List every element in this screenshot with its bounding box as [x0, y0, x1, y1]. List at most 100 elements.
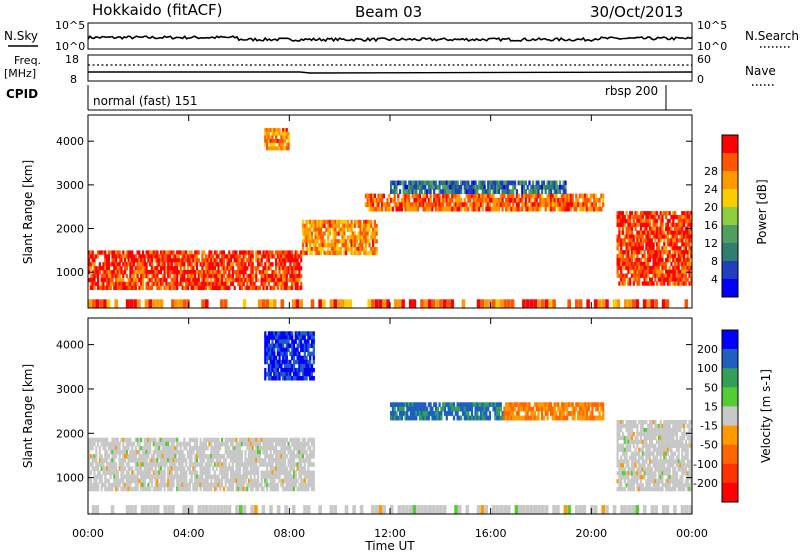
heatmap-cell	[203, 437, 206, 443]
heatmap-cell	[404, 189, 407, 194]
heatmap-cell	[185, 474, 188, 480]
heatmap-cell	[282, 258, 285, 263]
heatmap-cell	[488, 198, 492, 203]
heatmap-cell	[289, 445, 292, 451]
heatmap-cell	[194, 482, 197, 488]
heatmap-cell	[638, 230, 641, 235]
heatmap-cell	[276, 486, 279, 492]
heatmap-cell	[636, 246, 639, 251]
heatmap-cell	[431, 206, 434, 212]
heatmap-cell	[654, 265, 657, 271]
heatmap-cell	[541, 406, 544, 412]
heatmap-cell	[95, 454, 98, 459]
heatmap-cell	[309, 343, 312, 348]
heatmap-cell	[690, 273, 693, 278]
heatmap-cell	[309, 359, 312, 365]
heatmap-cell	[406, 193, 409, 199]
heatmap-cell	[497, 189, 501, 194]
heatmap-cell	[177, 262, 181, 267]
heatmap-cell	[625, 420, 628, 425]
heatmap-cell	[303, 445, 306, 451]
heatmap-cell	[168, 273, 172, 279]
heatmap-cell	[483, 402, 486, 408]
heatmap-cell	[530, 202, 533, 208]
heatmap-cell	[145, 281, 148, 287]
heatmap-cell	[280, 146, 283, 151]
heatmap-cell	[163, 458, 166, 463]
heatmap-cell	[602, 202, 605, 208]
heatmap-cell	[280, 131, 283, 136]
heatmap-cell	[397, 402, 400, 408]
heatmap-cell	[106, 458, 109, 463]
heatmap-cell	[345, 247, 348, 252]
heatmap-cell	[530, 206, 533, 212]
heatmap-cell	[106, 462, 109, 467]
heatmap-cell	[433, 184, 436, 190]
heatmap-cell	[106, 470, 109, 475]
heatmap-cell	[481, 411, 484, 416]
heatmap-cell	[226, 450, 229, 455]
heatmap-cell	[210, 437, 213, 443]
heatmap-cell	[280, 478, 283, 484]
heatmap-cell	[688, 215, 691, 220]
heatmap-cell	[291, 474, 294, 480]
heatmap-cell	[666, 238, 669, 243]
heatmap-cell	[316, 247, 319, 252]
heatmap-cell	[433, 198, 436, 203]
heatmap-cell	[670, 246, 673, 251]
noise-sky-trace	[87, 34, 693, 43]
heatmap-cell	[300, 478, 303, 484]
heatmap-cell	[560, 184, 563, 190]
heatmap-cell	[618, 261, 621, 267]
heatmap-cell	[562, 184, 565, 190]
heatmap-cell	[262, 441, 265, 447]
heatmap-cell	[310, 363, 314, 369]
heatmap-cell	[131, 458, 134, 463]
heatmap-cell	[294, 441, 297, 447]
heatmap-cell	[276, 347, 279, 353]
heatmap-cell	[490, 402, 493, 408]
heatmap-cell	[269, 299, 273, 308]
heatmap-cell	[111, 441, 114, 447]
heatmap-cell	[242, 266, 245, 271]
heatmap-cell	[478, 202, 481, 208]
heatmap-cell	[564, 402, 567, 408]
heatmap-cell	[107, 254, 110, 259]
heatmap-cell	[478, 198, 481, 203]
heatmap-cell	[97, 474, 100, 480]
heatmap-cell	[103, 299, 107, 308]
heatmap-cell	[147, 258, 150, 263]
heatmap-cell	[283, 139, 287, 143]
heatmap-cell	[661, 250, 664, 255]
heatmap-cell	[177, 258, 181, 263]
heatmap-cell	[170, 437, 173, 443]
heatmap-cell	[314, 239, 317, 244]
heatmap-cell	[197, 258, 200, 263]
heatmap-cell	[625, 447, 628, 452]
heatmap-cell	[321, 223, 324, 228]
heatmap-cell	[625, 475, 628, 480]
heatmap-cell	[483, 198, 486, 203]
heatmap-cell	[564, 189, 567, 194]
heatmap-cell	[681, 211, 684, 216]
heatmap-cell	[168, 281, 172, 287]
heatmap-cell	[591, 206, 594, 212]
heatmap-cell	[624, 299, 628, 308]
heatmap-cell	[109, 486, 112, 492]
heatmap-cell	[472, 206, 475, 212]
heatmap-cell	[181, 273, 184, 279]
heatmap-cell	[589, 402, 592, 408]
heatmap-cell	[215, 482, 218, 488]
heatmap-cell	[111, 470, 114, 475]
heatmap-cell	[221, 470, 224, 475]
heatmap-cell	[303, 339, 306, 344]
heatmap-cell	[307, 347, 310, 353]
heatmap-cell	[149, 462, 152, 467]
heatmap-cell	[185, 486, 188, 492]
heatmap-cell	[197, 454, 200, 459]
heatmap-cell	[301, 478, 305, 484]
heatmap-cell	[470, 402, 474, 408]
heatmap-cell	[517, 198, 520, 203]
heatmap-cell	[280, 470, 283, 475]
heatmap-cell	[206, 273, 209, 279]
